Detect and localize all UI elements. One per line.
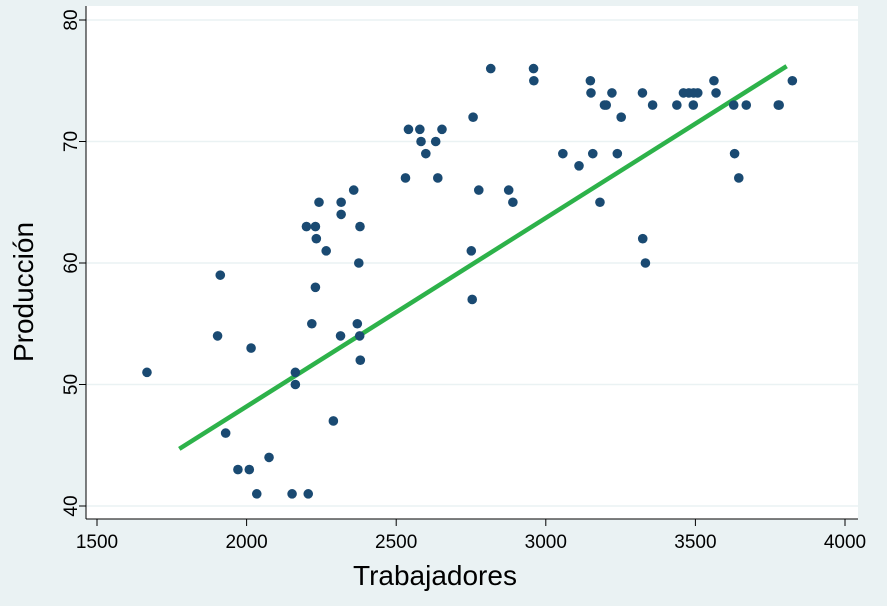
data-point: [355, 221, 365, 232]
fit-line: [178, 64, 788, 451]
data-point: [246, 343, 256, 353]
data-point: [607, 88, 617, 98]
data-point: [688, 100, 699, 110]
data-point: [558, 148, 568, 159]
data-point: [709, 75, 719, 86]
data-point: [616, 112, 626, 122]
data-point: [352, 318, 363, 329]
data-point: [733, 173, 744, 183]
x-tick-label: 3500: [674, 532, 716, 553]
fit-line-layer: [178, 64, 788, 451]
x-tick-label: 2500: [375, 532, 417, 553]
data-point: [301, 221, 312, 232]
data-point: [400, 173, 411, 183]
x-axis-label: Trabajadores: [353, 560, 517, 591]
data-point: [741, 100, 752, 110]
data-point: [307, 318, 317, 329]
data-point: [612, 148, 623, 159]
data-point: [303, 489, 314, 499]
data-point: [466, 246, 477, 256]
y-tick-label: 70: [61, 131, 82, 152]
data-point: [787, 75, 798, 86]
data-point: [647, 100, 658, 110]
data-point: [508, 197, 518, 208]
x-tick-label: 2000: [225, 532, 267, 553]
data-point: [355, 355, 366, 366]
y-tick-label: 80: [61, 9, 82, 30]
data-point: [354, 331, 365, 341]
data-point: [468, 112, 478, 122]
data-point: [328, 416, 339, 426]
data-point: [728, 100, 739, 110]
data-point: [251, 489, 262, 499]
data-point: [290, 367, 301, 378]
data-point: [336, 197, 346, 208]
data-point: [311, 233, 322, 244]
data-point: [220, 428, 231, 438]
data-point: [485, 63, 496, 74]
data-point: [467, 294, 477, 305]
y-tick-label: 50: [61, 374, 82, 395]
data-point: [587, 148, 598, 159]
axes: 40 50 60 70 80 1500 2000 2500 3000 3500 4000: [61, 6, 866, 553]
data-point: [774, 100, 784, 110]
y-tick-label: 40: [61, 495, 82, 516]
data-point: [212, 331, 223, 341]
data-point: [215, 270, 226, 280]
data-point: [290, 379, 301, 390]
data-point: [335, 331, 346, 341]
data-point: [244, 464, 255, 475]
data-point: [430, 136, 441, 147]
y-tick-label: 60: [61, 252, 82, 273]
data-point: [348, 185, 359, 195]
data-point: [637, 88, 648, 98]
data-point: [437, 124, 447, 135]
data-point: [354, 258, 364, 268]
x-tick-label: 4000: [824, 532, 866, 553]
x-tick-label: 1500: [76, 532, 118, 553]
points-layer: [142, 63, 798, 499]
data-point: [585, 75, 596, 86]
data-point: [287, 489, 297, 499]
data-point: [310, 221, 321, 232]
data-point: [601, 100, 612, 110]
data-point: [314, 197, 324, 208]
data-point: [528, 63, 539, 74]
data-point: [321, 246, 331, 256]
data-point: [692, 88, 703, 98]
data-point: [264, 452, 274, 463]
data-point: [729, 148, 740, 159]
data-point: [503, 185, 514, 195]
data-point: [416, 136, 426, 147]
data-point: [473, 185, 484, 195]
data-point: [586, 88, 596, 98]
data-point: [310, 282, 321, 293]
data-point: [637, 233, 648, 244]
data-point: [403, 124, 414, 135]
y-axis-label: Producción: [8, 222, 39, 362]
data-point: [711, 88, 721, 98]
data-point: [421, 148, 431, 159]
data-point: [415, 124, 425, 135]
x-tick-label: 3000: [525, 532, 567, 553]
data-point: [574, 161, 584, 171]
data-point: [672, 100, 682, 110]
data-point: [640, 258, 651, 268]
data-point: [233, 464, 243, 475]
data-point: [336, 209, 346, 220]
data-point: [142, 367, 152, 378]
data-point: [432, 173, 443, 183]
data-point: [595, 197, 605, 208]
data-point: [529, 75, 539, 86]
